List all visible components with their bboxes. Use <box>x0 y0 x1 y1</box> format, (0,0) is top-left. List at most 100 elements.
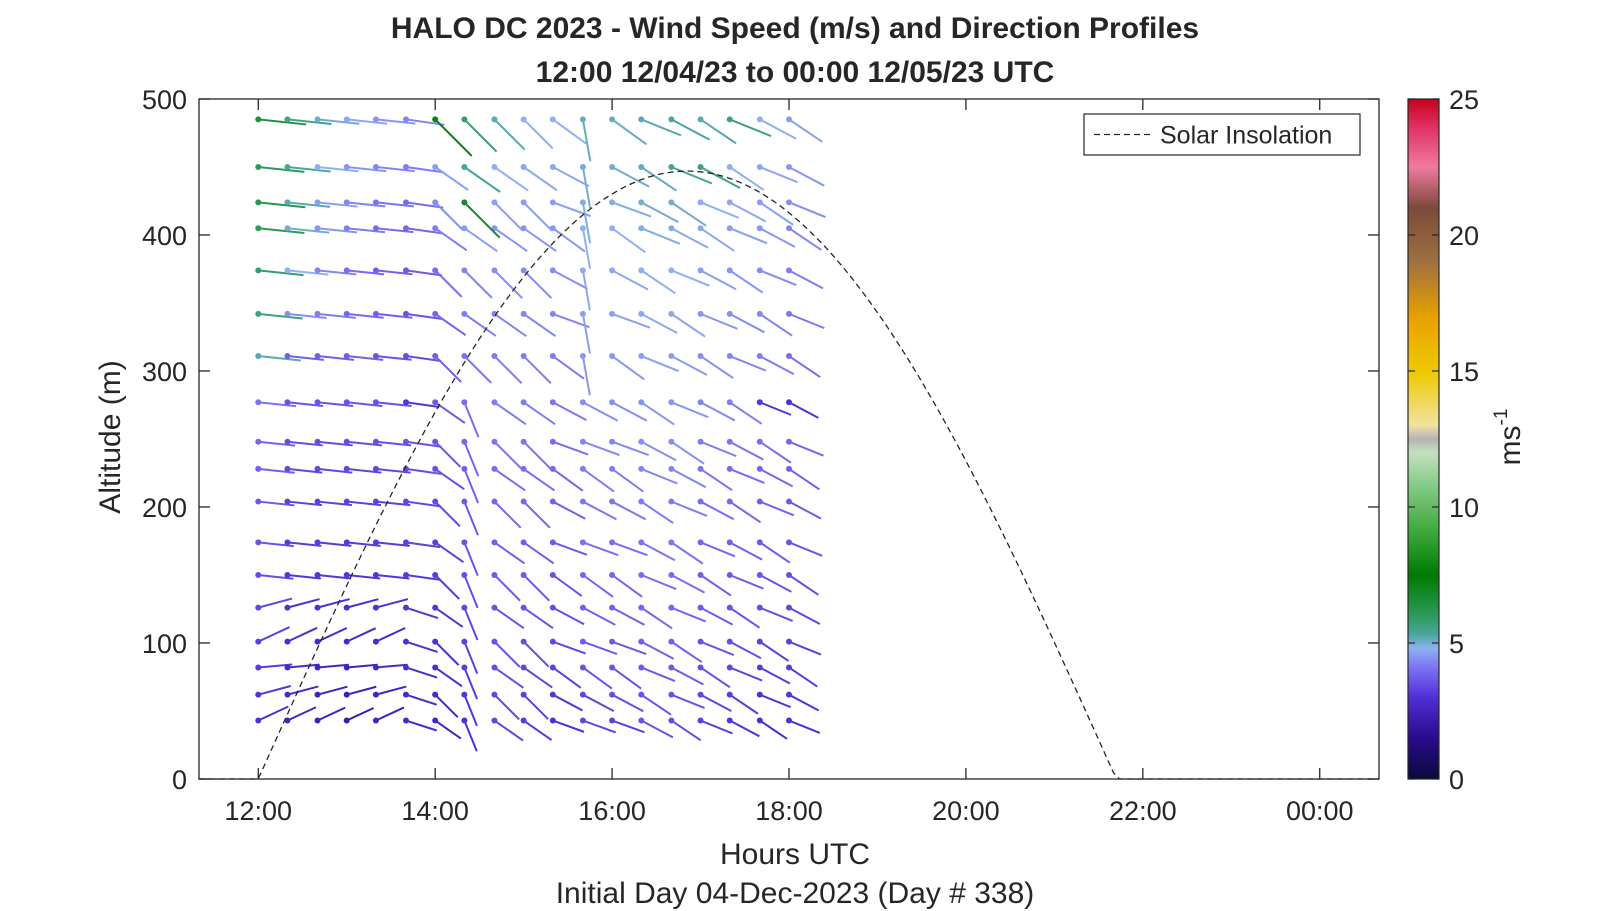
wind-barb <box>255 116 307 126</box>
wind-barb <box>402 465 442 475</box>
wind-barb <box>491 717 524 742</box>
wind-barb <box>638 225 681 245</box>
wind-barb <box>432 164 469 191</box>
wind-barb <box>609 572 643 598</box>
wind-barb <box>343 116 388 125</box>
wind-barb <box>491 604 525 630</box>
colorbar-tick-label: 0 <box>1449 765 1464 795</box>
wind-barb <box>520 438 552 470</box>
wind-barb <box>284 598 320 611</box>
wind-barb <box>756 310 793 337</box>
wind-barb <box>697 604 734 626</box>
wind-barb <box>343 225 386 234</box>
wind-barb <box>314 438 353 447</box>
wind-barb <box>343 267 385 276</box>
wind-barbs <box>255 116 826 752</box>
wind-barb <box>402 225 443 235</box>
wind-barb <box>520 638 550 668</box>
wind-barb <box>549 353 585 380</box>
wind-barb <box>549 310 590 329</box>
wind-barb <box>372 627 406 645</box>
wind-barb <box>786 399 819 419</box>
wind-barb <box>432 267 463 298</box>
wind-barb <box>432 572 460 600</box>
wind-barb <box>579 353 591 396</box>
y-tick-label: 400 <box>142 221 187 251</box>
wind-barb <box>255 685 292 698</box>
wind-barb <box>726 116 772 138</box>
wind-barb <box>579 691 615 712</box>
wind-barb <box>372 353 412 361</box>
wind-barb <box>491 438 523 470</box>
wind-barb <box>284 267 329 276</box>
wind-barb <box>520 539 555 565</box>
wind-barb <box>579 717 617 734</box>
wind-barb <box>343 627 377 645</box>
wind-barb <box>697 465 733 492</box>
wind-barb <box>786 638 822 656</box>
wind-barb <box>491 116 526 151</box>
wind-barb <box>284 626 318 645</box>
wind-barb <box>756 465 794 488</box>
chart-subtitle: 12:00 12/04/23 to 00:00 12/05/23 UTC <box>536 56 1055 89</box>
wind-barb <box>668 353 708 376</box>
wind-barb <box>609 399 648 422</box>
wind-barb <box>402 604 439 619</box>
wind-barb <box>697 399 736 422</box>
wind-barb <box>668 638 703 664</box>
x-tick-label: 20:00 <box>932 796 1000 826</box>
wind-barb <box>372 539 410 547</box>
wind-barb <box>372 685 407 698</box>
wind-barb <box>402 267 443 277</box>
wind-barb <box>726 164 765 191</box>
wind-barb <box>314 685 348 698</box>
wind-barb <box>668 438 705 465</box>
y-axis-label: Altitude (m) <box>94 360 127 513</box>
wind-barb <box>372 267 413 276</box>
wind-barb <box>520 664 553 689</box>
wind-barb <box>372 116 416 125</box>
wind-barb <box>638 604 673 630</box>
wind-barb <box>726 399 763 425</box>
wind-barb <box>343 598 379 611</box>
wind-barb <box>402 438 442 448</box>
wind-barb <box>579 164 592 209</box>
wind-barb <box>314 663 349 671</box>
wind-barb <box>402 199 444 209</box>
wind-barb <box>697 310 738 330</box>
wind-barb <box>314 267 357 276</box>
colorbar-tick-label: 25 <box>1449 85 1479 115</box>
wind-barb <box>786 691 820 712</box>
wind-barb <box>726 664 763 682</box>
wind-barb <box>549 638 587 655</box>
wind-barb <box>697 717 733 735</box>
colorbar-tick-label: 5 <box>1449 629 1464 659</box>
wind-barb <box>579 267 591 311</box>
wind-barb <box>520 310 557 338</box>
wind-barb <box>314 353 355 361</box>
wind-barb <box>284 116 332 126</box>
wind-barb <box>343 164 387 173</box>
wind-barb <box>491 498 522 529</box>
wind-barb <box>461 572 479 609</box>
wind-barb <box>786 225 822 251</box>
wind-barb <box>314 706 346 724</box>
wind-barb <box>461 116 498 153</box>
wind-barb <box>549 717 585 733</box>
wind-barb <box>402 638 438 653</box>
wind-barb <box>461 438 480 477</box>
wind-barb <box>343 572 381 580</box>
wind-barb <box>314 627 348 645</box>
wind-barb <box>461 310 497 337</box>
wind-barb <box>726 717 760 738</box>
wind-barb <box>255 498 295 507</box>
wind-barb <box>491 399 527 426</box>
wind-barb <box>314 465 353 474</box>
wind-barb <box>579 116 592 162</box>
wind-barb <box>668 399 709 419</box>
wind-barb <box>402 717 438 732</box>
wind-barb <box>609 353 645 381</box>
wind-barb <box>786 465 821 491</box>
wind-barb <box>756 225 796 248</box>
wind-barb <box>520 199 553 232</box>
